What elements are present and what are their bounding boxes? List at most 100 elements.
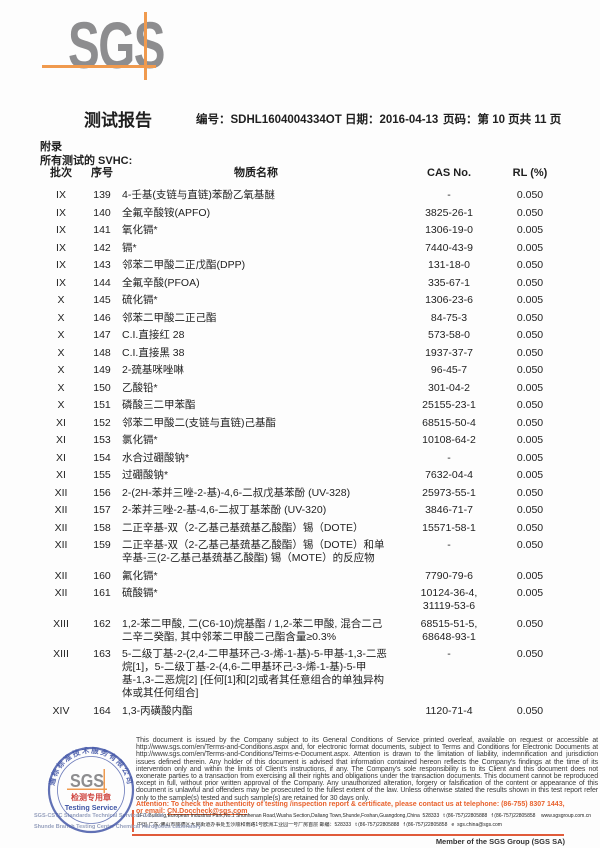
cell-name: 1,2-苯二甲酸, 二(C6-10)烷基酯 / 1,2-苯二甲酸, 混合二己二辛… [122,617,383,643]
cell-rl: 0.050 [516,521,544,534]
svhc-table: 批次 序号 物质名称 CAS No. RL (%) IX 139 4-壬基(支链与直… [40,167,568,722]
cell-rl: 0.050 [516,617,544,630]
cell-serial: 143 [93,259,111,271]
cell-name: 全氟辛酸铵(APFO) [122,206,211,219]
table-row: IX 143 邻苯二甲酸二正戊酯(DPP) 131-18-0 0.050 [40,259,568,272]
cell-serial: 163 [93,648,111,660]
cell-rl: 0.050 [516,311,544,324]
cell-rl: 0.050 [516,486,544,499]
cell-rl: 0.005 [516,451,544,464]
cell-serial: 148 [93,346,111,359]
cell-batch: IX [56,259,66,271]
cell-serial: 147 [93,329,111,341]
cell-cas: - [447,451,451,464]
col-header-batch: 批次 [50,167,72,179]
cell-serial: 150 [93,381,111,394]
report-date: 日期：2016-04-13 [345,111,438,127]
cell-rl: 0.050 [516,364,544,376]
cell-batch: XII [54,486,68,499]
cell-rl: 0.050 [516,648,544,660]
cell-name: 5-二级丁基-2-(2,4-二甲基环己-3-烯-1-基)-5-甲基-1,3-二恶… [122,648,387,699]
cell-rl: 0.005 [516,569,544,582]
cell-cas: 84-75-3 [430,311,468,324]
cell-serial: 139 [93,189,111,201]
page-number: 页码：第 10 页共 11 页 [443,111,561,127]
cell-serial: 159 [93,539,111,551]
cell-batch: IX [56,224,66,236]
table-row: X 148 C.I.直接黑 38 1937-37-7 0.050 [40,347,568,360]
stamp-sgs-logo-text: SGS [70,771,104,791]
table-row: XII 161 硫酸镉* 10124-36-4, 31119-53-6 0.005 [40,587,568,613]
cell-batch: XII [54,521,68,534]
cell-batch: XIII [53,648,69,660]
cell-rl: 0.005 [516,241,544,254]
cell-serial: 155 [93,469,111,481]
cell-batch: XII [54,504,68,516]
cell-rl: 0.050 [516,189,544,201]
cell-serial: 152 [93,416,111,429]
cell-batch: X [57,294,65,306]
cell-cas: - [447,189,451,201]
table-row: XI 153 氯化镉* 10108-64-2 0.005 [40,434,568,447]
cell-name: 乙酸铅* [122,381,158,394]
cell-cas: 15571-58-1 [422,521,476,534]
cell-batch: XIV [52,704,70,717]
cell-rl: 0.005 [516,224,544,236]
cell-name: 氯化镉* [122,434,158,446]
cell-name: 镉* [122,241,137,254]
attention-email-prefix: or email: [136,808,168,816]
cell-cas: 131-18-0 [427,259,471,271]
cell-cas: 7632-04-4 [425,469,473,481]
table-row: XIV 164 1,3-丙磺酸内酯 1120-71-4 0.050 [40,705,568,718]
cell-rl: 0.005 [516,381,544,394]
cell-batch: IX [56,206,66,219]
cell-rl: 0.050 [516,346,544,359]
table-row: XII 160 氟化镉* 7790-79-6 0.005 [40,570,568,583]
cell-serial: 157 [93,504,111,516]
cell-rl: 0.050 [516,704,544,717]
cell-rl: 0.050 [516,504,544,516]
cell-batch: IX [56,276,66,289]
cell-name: 过硼酸钠* [122,469,169,481]
table-row: IX 142 镉* 7440-43-9 0.005 [40,242,568,255]
col-header-cas: CAS No. [427,167,471,179]
svhc-heading: 所有测试的 SVHC: [40,155,133,167]
cell-batch: X [57,381,65,394]
table-row: X 149 2-巯基咪唑啉 96-45-7 0.050 [40,364,568,377]
table-row: IX 140 全氟辛酸铵(APFO) 3825-26-1 0.050 [40,207,568,220]
cell-name: C.I.直接红 28 [122,329,185,341]
cell-rl: 0.005 [516,434,544,446]
cell-batch: IX [56,189,66,201]
cell-name: 邻苯二甲酸二正戊酯(DPP) [122,259,246,271]
table-row: IX 141 氧化镉* 1306-19-0 0.005 [40,224,568,237]
cell-batch: XI [56,469,66,481]
cell-rl: 0.050 [516,329,544,341]
table-header-row: 批次 序号 物质名称 CAS No. RL (%) [40,167,568,180]
address-english: 1F/1 Building,European Industrial Park,N… [137,813,592,819]
table-row: IX 139 4-壬基(支链与直链)苯酚乙氧基醚 - 0.050 [40,189,568,202]
cell-cas: 10124-36-4, 31119-53-6 [420,587,478,612]
table-row: XII 157 2-苯并三唑-2-基-4,6-二叔丁基苯酚 (UV-320) 3846… [40,504,568,517]
cell-cas: 1120-71-4 [425,704,473,717]
table-row: XII 159 二正辛基-双（2-乙基己基巯基乙酸酯）锡（DOTE）和单辛基-三(2… [40,539,568,565]
table-row: XII 158 二正辛基-双（2-乙基己基巯基乙酸酯）锡（DOTE） 15571-58… [40,522,568,535]
testing-service-stamp-icon: 通标标准技术服务有限公司 SGS 检测专用章 Testing Service [46,745,135,834]
cell-batch: X [57,311,65,324]
cell-batch: XI [56,451,66,464]
cell-serial: 149 [93,364,111,376]
page-title: 测试报告 [84,111,152,130]
cell-batch: XII [54,539,68,551]
cell-name: 4-壬基(支链与直链)苯酚乙氧基醚 [122,189,275,201]
table-row: X 151 磷酸三二甲苯酯 25155-23-1 0.050 [40,399,568,412]
col-header-serial: 序号 [91,167,113,179]
cell-cas: 7440-43-9 [425,241,473,254]
cell-batch: XII [54,587,68,599]
cell-cas: 573-58-0 [427,329,471,341]
col-header-rl: RL (%) [512,167,548,179]
stamp-red-label: 检测专用章 [71,792,111,802]
report-number-label: 编号： [196,114,231,126]
page-number-value: 第 10 页共 11 页 [477,114,562,126]
doccheck-email: CN.Doccheck@sgs.com [167,808,248,816]
table-row: XII 156 2-(2H-苯并三唑-2-基)-4,6-二叔戊基苯酚 (UV-328… [40,487,568,500]
address-divider-horizontal [132,834,564,836]
